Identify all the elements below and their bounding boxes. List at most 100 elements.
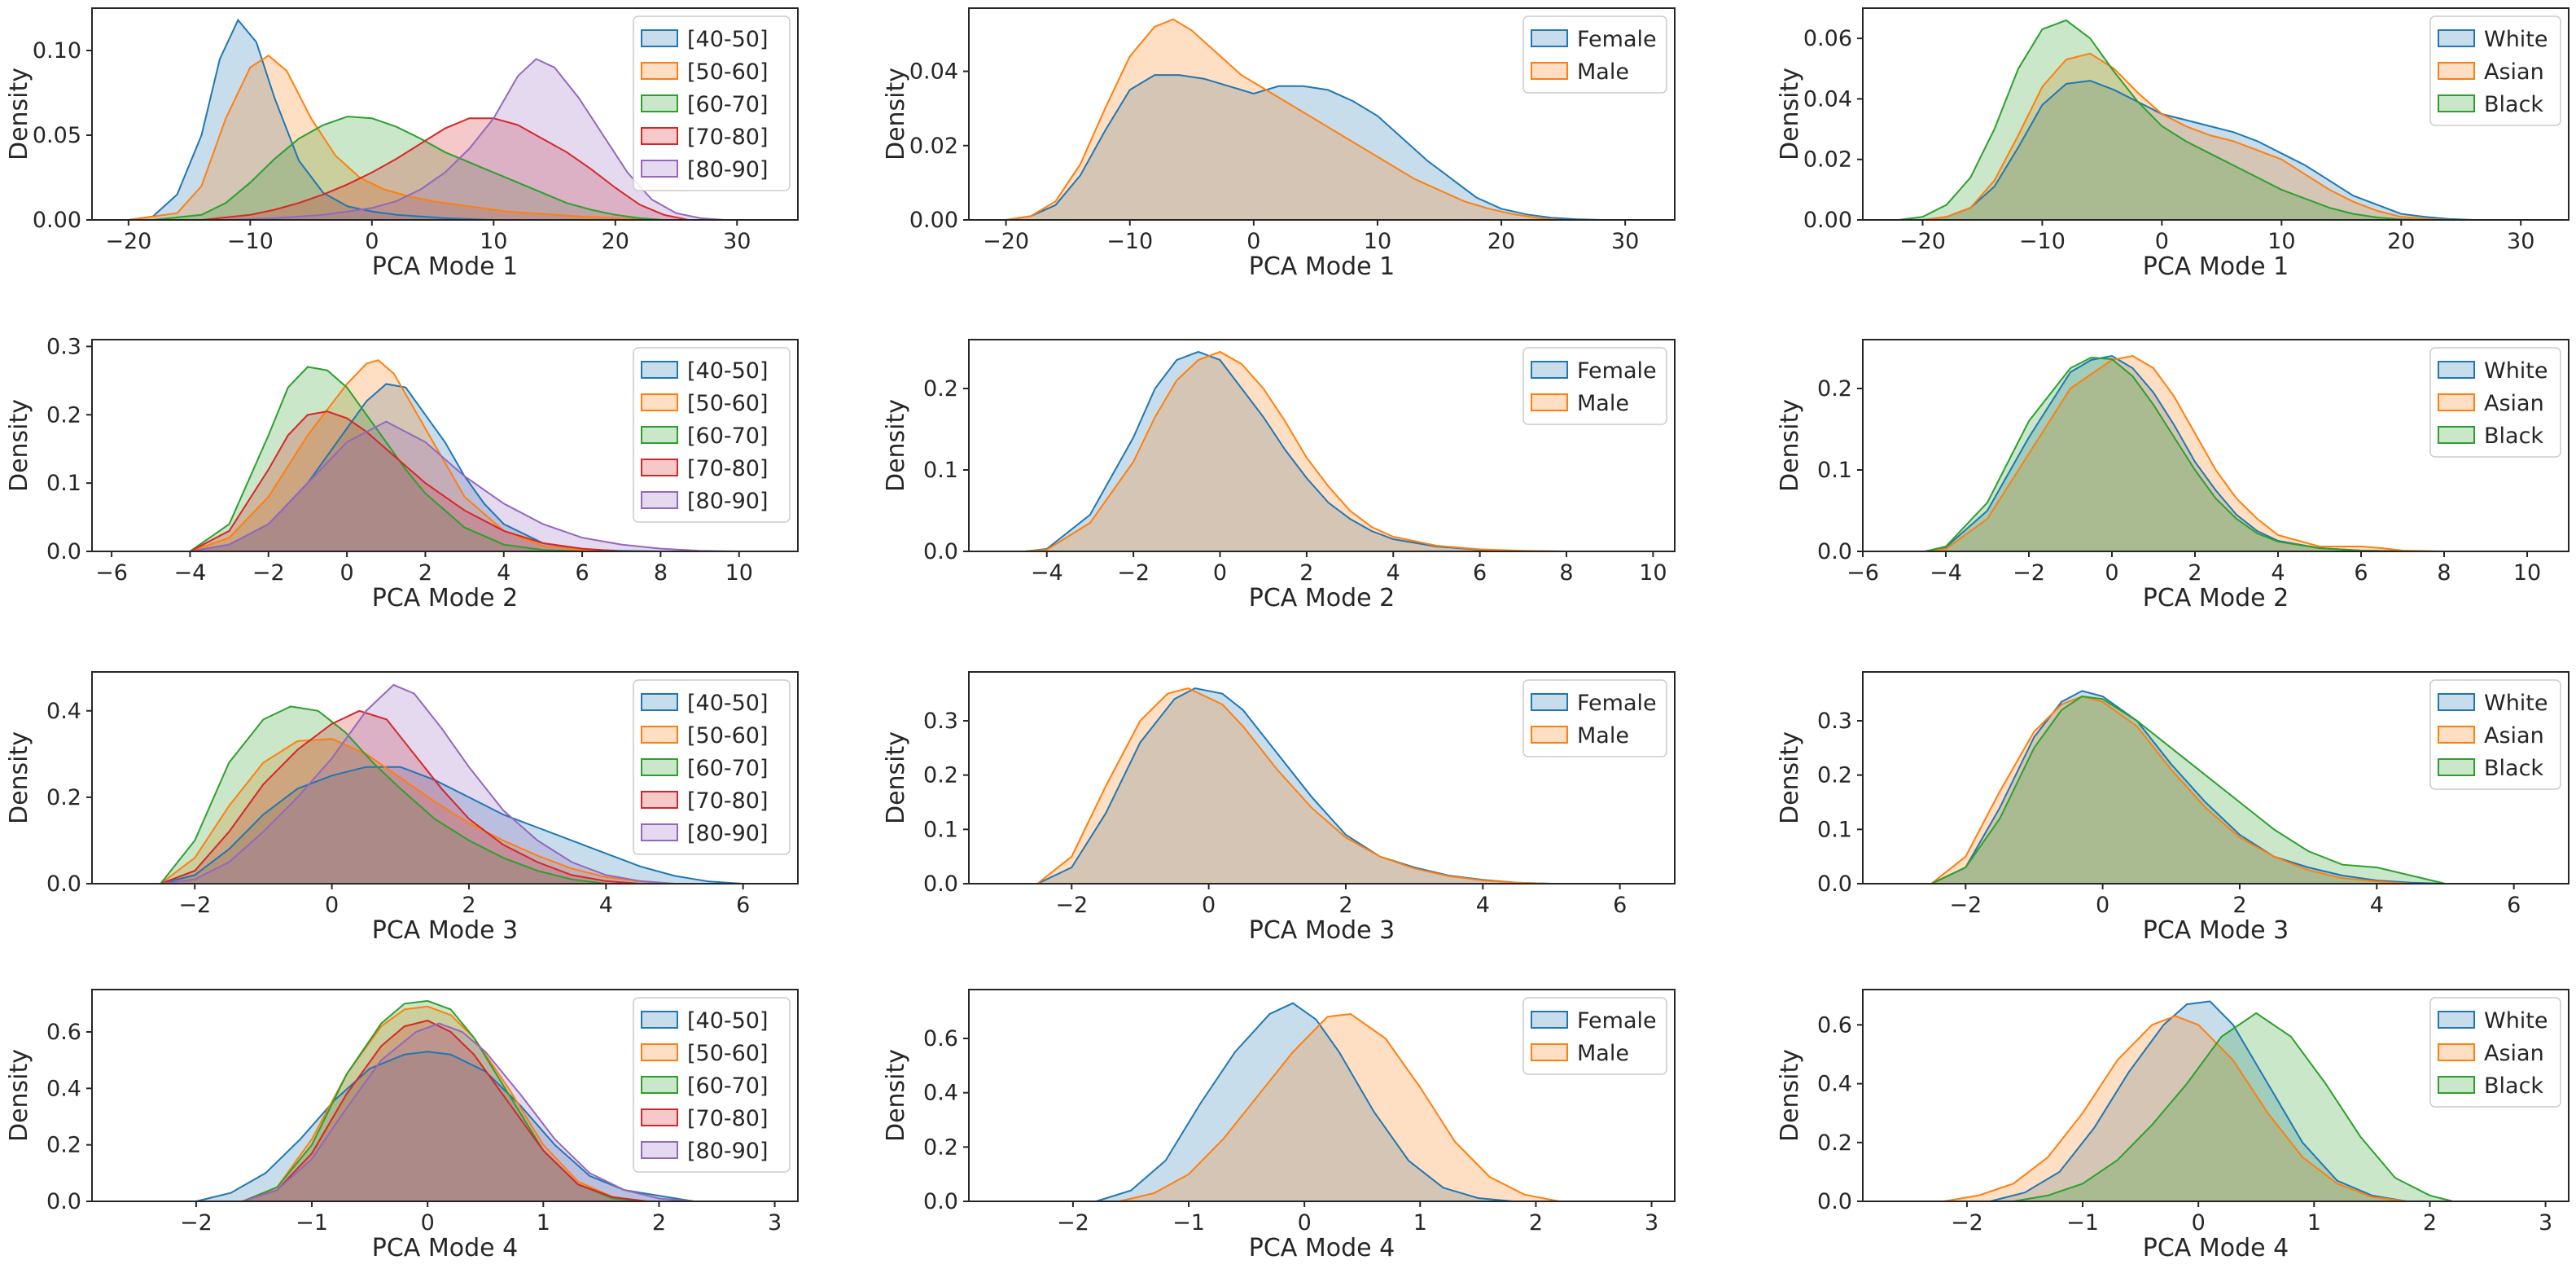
x-tick-label: 4 <box>2271 560 2285 586</box>
density-fill-[40-50] <box>160 766 743 884</box>
x-tick-label: 0 <box>365 229 379 254</box>
x-tick-label: 2 <box>1529 1210 1543 1236</box>
legend-swatch <box>1531 1043 1568 1061</box>
x-axis-label: PCA Mode 2 <box>1249 584 1395 612</box>
legend-frame <box>633 997 791 1173</box>
legend-swatch <box>2438 1043 2475 1061</box>
series-group <box>128 18 725 220</box>
x-tick-label: −2 <box>1057 1210 1089 1236</box>
x-tick-label: 8 <box>654 560 668 586</box>
x-tick-label: 20 <box>602 229 629 254</box>
axes-frame <box>968 989 1676 1202</box>
x-tick-label: −4 <box>174 560 207 586</box>
y-tick-label: 0.2 <box>46 402 81 428</box>
density-line-[50-60] <box>190 359 622 551</box>
density-fill-Male <box>1119 1014 1559 1201</box>
legend-label: [70-80] <box>687 788 769 814</box>
y-axis-label: Density <box>5 1049 33 1142</box>
legend-swatch <box>641 62 678 80</box>
x-tick-label: 0 <box>2155 229 2169 254</box>
density-fill-[70-80] <box>160 710 641 884</box>
legend-swatch <box>1531 1011 1568 1029</box>
legend-swatch <box>641 1076 678 1094</box>
y-tick-label: 0.4 <box>1817 1072 1852 1097</box>
density-fill-[50-60] <box>128 55 652 220</box>
density-line-Black <box>1925 356 2403 551</box>
legend-label: [40-50] <box>687 358 769 384</box>
subplot-race-mode4: −2 −1 0 1 2 3 0.0 0.2 0.4 0.6 PCA Mode 4 Density Whi… <box>1776 989 2569 1262</box>
series-group <box>1005 18 1601 220</box>
y-tick-label: 0.02 <box>909 134 958 159</box>
legend-swatch <box>2438 693 2475 711</box>
subplot-race-mode2: −6 −4 −2 0 2 4 6 8 10 0.0 0.1 0.2 PCA Mode 2 Density W… <box>1776 339 2569 612</box>
legend: White Asian Black <box>2429 347 2561 458</box>
legend-label: Male <box>1577 1041 1629 1066</box>
y-tick-label: 0.6 <box>923 1026 958 1051</box>
legend-label: Asian <box>2484 1041 2544 1066</box>
axes-frame <box>968 339 1676 552</box>
density-line-[40-50] <box>160 766 743 884</box>
legend-label: Female <box>1577 27 1657 52</box>
x-tick-label: 2 <box>2188 560 2201 586</box>
y-tick-label: 0.10 <box>33 38 81 64</box>
y-tick-label: 0.06 <box>1803 26 1852 51</box>
x-tick-label: 10 <box>2513 560 2541 586</box>
legend-swatch <box>641 758 678 776</box>
axes-frame <box>1862 989 2569 1202</box>
legend-label: White <box>2484 358 2548 384</box>
y-tick-label: 0.2 <box>1817 1130 1852 1156</box>
legend-swatch <box>2438 1076 2475 1094</box>
legend-label: [60-70] <box>687 1073 769 1099</box>
series-group <box>160 683 743 884</box>
density-line-Black <box>1930 695 2446 884</box>
x-tick-label: −2 <box>2013 560 2045 586</box>
legend-swatch <box>2438 94 2475 112</box>
x-tick-label: 0 <box>1213 560 1227 586</box>
y-tick-label: 0.3 <box>1817 709 1852 734</box>
density-fill-[80-90] <box>242 1023 694 1201</box>
legend-frame <box>2429 997 2561 1108</box>
legend-label: [80-90] <box>687 157 769 182</box>
legend-swatch <box>1531 693 1568 711</box>
density-line-[50-60] <box>160 738 675 884</box>
density-fill-[40-50] <box>128 20 640 220</box>
legend-label: [40-50] <box>687 1008 769 1034</box>
legend: [40-50] [50-60] [60-70] [70-80] [80-90] <box>633 347 791 523</box>
legend-frame <box>1522 679 1667 757</box>
density-fill-Asian <box>1931 696 2412 884</box>
legend-label: [50-60] <box>687 723 769 748</box>
x-tick-label: −20 <box>1899 229 1946 254</box>
y-tick-label: 0.6 <box>1817 1012 1852 1038</box>
x-tick-label: −2 <box>1951 1210 1983 1236</box>
axes-frame <box>968 7 1676 221</box>
x-tick-label: 10 <box>1639 560 1667 586</box>
x-tick-label: 4 <box>497 560 510 586</box>
density-fill-Male <box>1005 19 1564 220</box>
x-tick-label: 8 <box>2437 560 2451 586</box>
legend-label: [40-50] <box>687 27 769 52</box>
y-tick-label: 0.2 <box>923 763 958 788</box>
x-tick-label: −1 <box>2066 1210 2099 1236</box>
y-tick-label: 0.2 <box>46 1133 81 1158</box>
legend-swatch <box>641 823 678 841</box>
legend-label: Black <box>2484 1073 2543 1099</box>
density-fill-[60-70] <box>160 706 607 884</box>
series-group <box>189 359 739 551</box>
legend-label: Female <box>1577 358 1657 384</box>
y-axis-label: Density <box>882 1049 910 1142</box>
x-tick-label: 4 <box>599 893 613 918</box>
y-tick-label: 0.00 <box>1803 208 1852 233</box>
density-line-Black <box>1898 19 2425 220</box>
density-fill-Asian <box>1943 1016 2407 1201</box>
y-tick-label: 0.6 <box>46 1020 81 1045</box>
legend-label: [80-90] <box>687 489 769 514</box>
y-tick-label: 0.0 <box>46 1189 81 1214</box>
x-tick-label: 2 <box>2232 893 2246 918</box>
y-tick-label: 0.1 <box>923 458 958 483</box>
x-tick-label: 10 <box>480 229 507 254</box>
density-line-Asian <box>1925 354 2445 551</box>
legend-label: Black <box>2484 424 2543 449</box>
x-axis-label: PCA Mode 4 <box>2143 1234 2289 1262</box>
density-fill-[70-80] <box>190 411 622 551</box>
legend-swatch <box>641 160 678 178</box>
